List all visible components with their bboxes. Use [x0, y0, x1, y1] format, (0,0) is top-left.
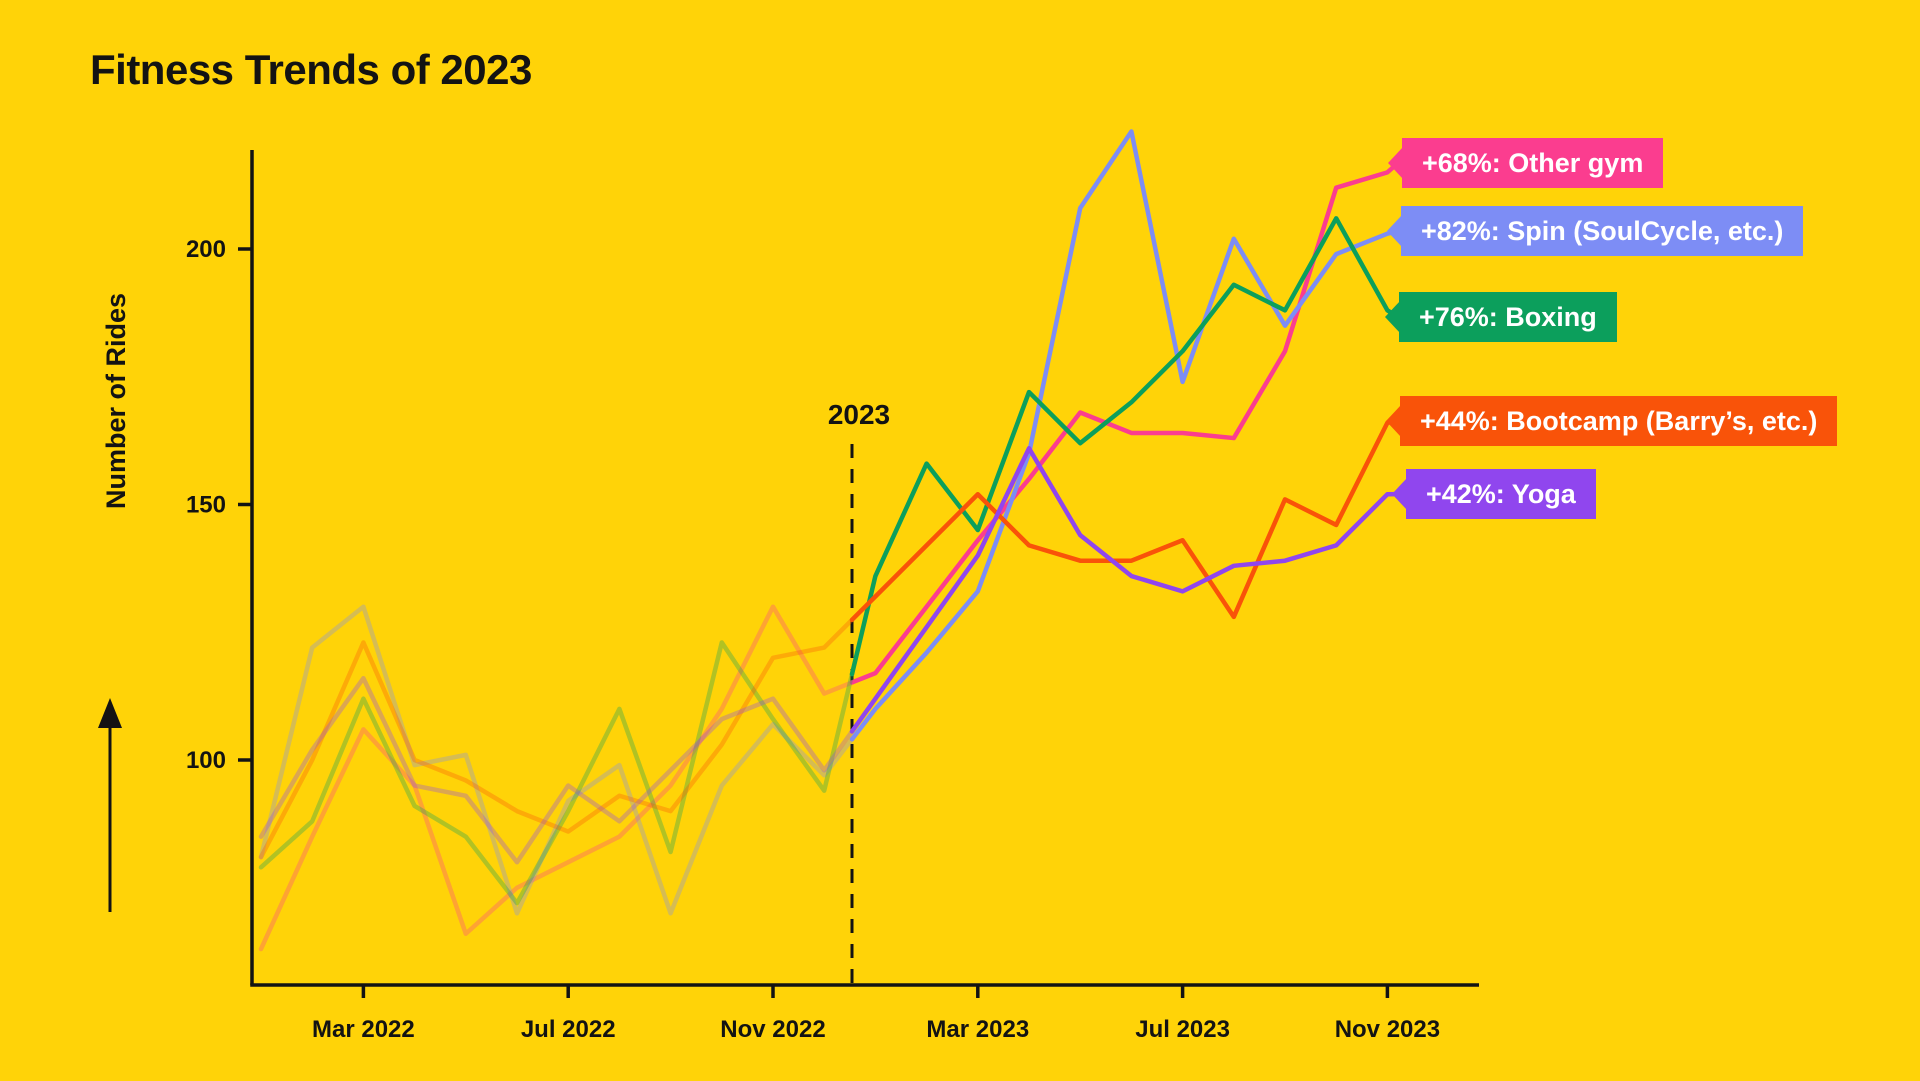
series-label-spin: +82%: Spin (SoulCycle, etc.) — [1401, 206, 1804, 256]
series-label-yoga: +42%: Yoga — [1406, 469, 1596, 519]
series-line-bootcamp-barry-s-etc- — [258, 418, 1401, 860]
x-tick-label: Jul 2022 — [521, 1016, 616, 1043]
segment-2022-faded — [258, 640, 855, 906]
up-arrow-head — [98, 698, 122, 728]
series-label-bootcamp: +44%: Bootcamp (Barry’s, etc.) — [1400, 396, 1838, 446]
segment-2023-solid — [849, 418, 1401, 623]
segment-2022-faded — [258, 675, 855, 865]
y-tick-label: 150 — [186, 492, 226, 519]
series-label-other-gym-text: +68%: Other gym — [1422, 148, 1644, 178]
x-tick-label: Mar 2023 — [926, 1016, 1029, 1043]
series-label-yoga-text: +42%: Yoga — [1426, 479, 1576, 509]
segment-2023-solid — [849, 129, 1401, 742]
x-tick-label: Jul 2023 — [1135, 1016, 1230, 1043]
series-label-spin-text: +82%: Spin (SoulCycle, etc.) — [1421, 216, 1784, 246]
segment-2022-faded — [258, 604, 855, 952]
segment-2023-solid — [849, 160, 1401, 685]
series-label-boxing: +76%: Boxing — [1399, 292, 1617, 342]
x-tick-label: Nov 2023 — [1335, 1016, 1440, 1043]
y-tick-label: 100 — [186, 747, 226, 774]
series-label-boxing-text: +76%: Boxing — [1419, 302, 1597, 332]
x-tick-label: Nov 2022 — [720, 1016, 825, 1043]
series-line-spin-soulcycle-etc- — [258, 129, 1401, 916]
segment-2023-solid — [849, 446, 1405, 734]
chart-title: Fitness Trends of 2023 — [90, 46, 532, 93]
segment-2022-faded — [258, 604, 855, 916]
series-line-boxing — [258, 216, 1401, 906]
axes: 100 150 200 Mar 2022 Jul 2022 Nov 2022 Mar 202… — [186, 150, 1479, 1043]
up-arrow-icon — [98, 698, 122, 912]
series-line-yoga — [258, 446, 1405, 865]
series-label-other-gym: +68%: Other gym — [1402, 138, 1664, 188]
divider-year-label: 2023 — [827, 399, 891, 430]
segment-2023-solid — [849, 216, 1401, 677]
segment-2022-faded — [258, 617, 855, 860]
y-tick-label: 200 — [186, 236, 226, 263]
series-line-other-gym — [258, 160, 1401, 952]
x-tick-label: Mar 2022 — [312, 1016, 415, 1043]
series-label-bootcamp-text: +44%: Bootcamp (Barry’s, etc.) — [1420, 406, 1818, 436]
